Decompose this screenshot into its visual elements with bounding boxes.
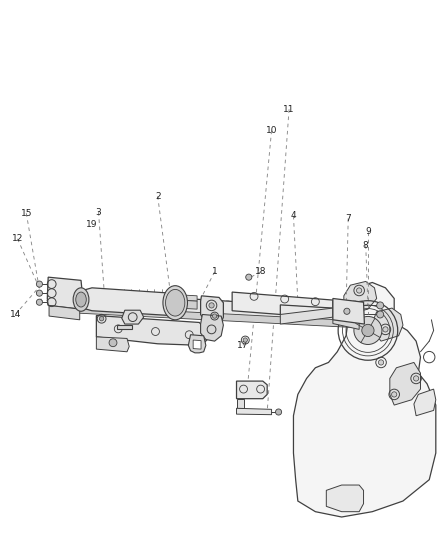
Polygon shape (293, 282, 436, 517)
Polygon shape (53, 305, 359, 328)
Polygon shape (344, 281, 377, 314)
Polygon shape (49, 305, 80, 320)
Polygon shape (372, 308, 403, 341)
Text: 12: 12 (12, 235, 23, 243)
Polygon shape (280, 308, 333, 324)
Polygon shape (237, 408, 272, 415)
Text: 9: 9 (365, 228, 371, 236)
Circle shape (378, 360, 384, 365)
Circle shape (36, 290, 42, 296)
Ellipse shape (163, 286, 187, 320)
Text: 16: 16 (108, 332, 120, 340)
Text: 11: 11 (283, 105, 295, 114)
Polygon shape (129, 292, 197, 305)
Circle shape (99, 317, 104, 321)
Text: 20: 20 (209, 308, 220, 316)
Polygon shape (122, 310, 144, 324)
Circle shape (392, 392, 397, 397)
Text: 18: 18 (255, 268, 266, 276)
Text: 7: 7 (345, 214, 351, 223)
Circle shape (362, 324, 374, 337)
Circle shape (377, 302, 384, 309)
Circle shape (246, 274, 252, 280)
Text: 1: 1 (212, 268, 218, 276)
Polygon shape (201, 314, 223, 341)
Ellipse shape (76, 292, 86, 307)
Polygon shape (237, 399, 244, 408)
Circle shape (212, 314, 217, 318)
Polygon shape (188, 335, 206, 353)
Text: 13: 13 (71, 292, 82, 300)
Polygon shape (117, 325, 132, 329)
Polygon shape (390, 362, 420, 405)
Text: 4: 4 (291, 212, 296, 220)
Text: 2: 2 (155, 192, 160, 200)
Polygon shape (96, 316, 207, 345)
Polygon shape (47, 277, 83, 309)
Polygon shape (237, 381, 267, 399)
Circle shape (383, 327, 388, 332)
Circle shape (36, 281, 42, 287)
Circle shape (377, 311, 384, 318)
Circle shape (344, 308, 350, 314)
Polygon shape (333, 301, 359, 329)
Circle shape (36, 299, 42, 305)
Circle shape (209, 303, 214, 308)
Circle shape (413, 376, 419, 381)
Text: 15: 15 (21, 209, 32, 217)
Text: 14: 14 (10, 310, 21, 319)
Ellipse shape (73, 288, 89, 311)
Circle shape (109, 339, 117, 346)
Polygon shape (414, 389, 436, 416)
Text: 3: 3 (95, 208, 102, 216)
Text: 8: 8 (363, 241, 369, 249)
Polygon shape (96, 337, 129, 352)
Polygon shape (232, 292, 333, 314)
Circle shape (357, 288, 362, 293)
Polygon shape (326, 485, 364, 512)
Polygon shape (201, 296, 223, 324)
Text: 17: 17 (237, 341, 249, 350)
Circle shape (276, 409, 282, 415)
Circle shape (243, 338, 247, 342)
Polygon shape (53, 290, 359, 325)
Polygon shape (77, 288, 184, 316)
Ellipse shape (166, 289, 185, 316)
Polygon shape (149, 298, 197, 309)
Text: 10: 10 (266, 126, 277, 135)
Text: 19: 19 (86, 221, 98, 229)
Polygon shape (193, 340, 201, 349)
Polygon shape (333, 298, 364, 324)
Circle shape (354, 317, 382, 344)
